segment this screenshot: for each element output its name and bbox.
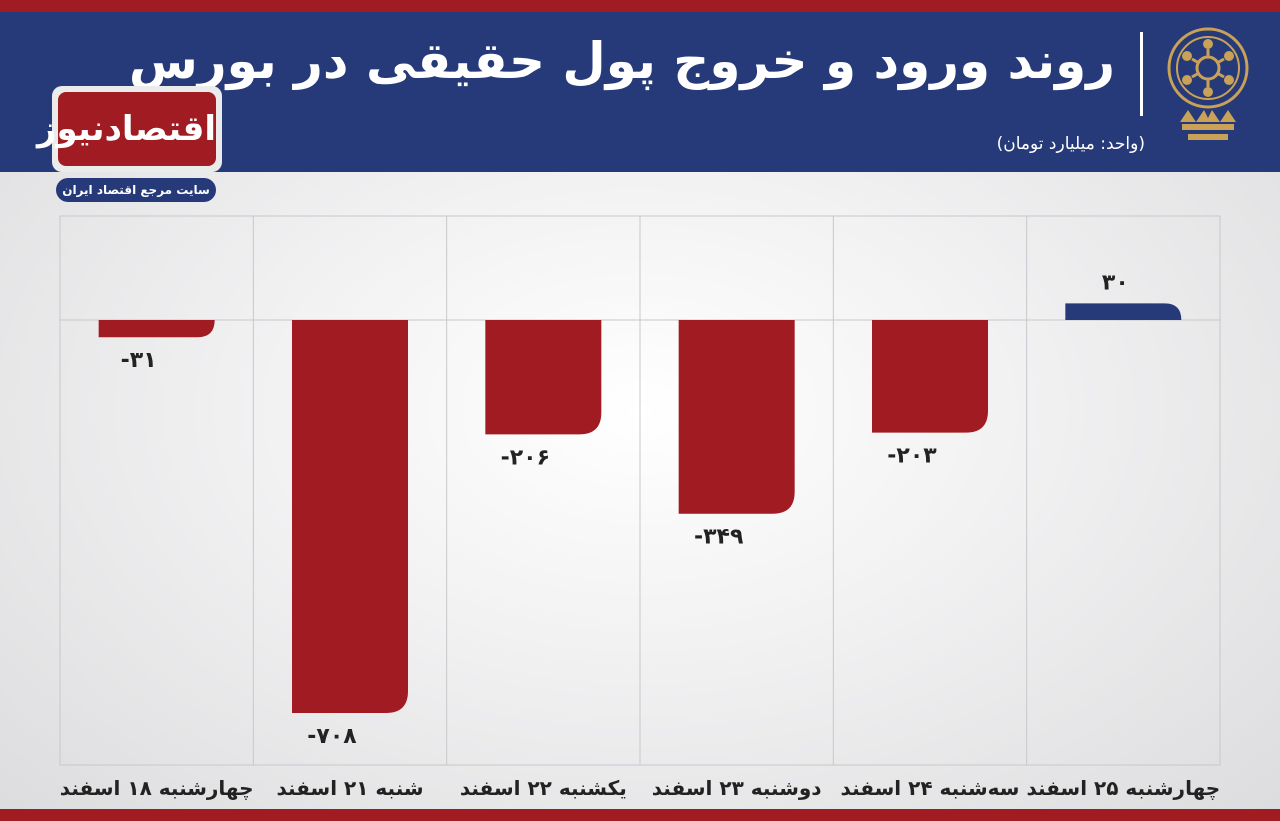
top-accent-strip xyxy=(0,0,1280,12)
data-label: -۷۰۸ xyxy=(307,724,357,749)
bar xyxy=(292,320,408,713)
brand-logo: اقتصادنیوز xyxy=(37,86,222,172)
bar xyxy=(872,320,988,433)
bar xyxy=(678,320,795,514)
x-tick-label: چهارشنبه ۲۵ اسفند xyxy=(1026,776,1220,801)
page-title: روند ورود و خروج پول حقیقی در بورس xyxy=(128,32,1115,90)
x-tick-label: یکشنبه ۲۲ اسفند xyxy=(460,776,627,800)
data-label: -۲۰۶ xyxy=(501,445,550,470)
bottom-accent-strip xyxy=(0,809,1280,821)
brand-name: اقتصادنیوز xyxy=(37,92,216,166)
x-tick-label: دوشنبه ۲۳ اسفند xyxy=(652,776,822,800)
stock-exchange-emblem-icon xyxy=(1167,27,1249,140)
bar xyxy=(98,320,215,338)
x-tick-label: چهارشنبه ۱۸ اسفند xyxy=(60,776,254,801)
unit-caption: (واحد: میلیارد تومان) xyxy=(996,134,1145,154)
data-label: -۳۴۹ xyxy=(694,525,743,550)
brand-tagline: سایت مرجع اقتصاد ایران xyxy=(56,178,216,202)
bar xyxy=(485,320,602,435)
data-label: -۳۱ xyxy=(121,348,157,373)
x-tick-label: سه‌شنبه ۲۴ اسفند xyxy=(841,776,1020,800)
bar xyxy=(1065,303,1182,320)
x-tick-label: شنبه ۲۱ اسفند xyxy=(276,776,423,800)
data-label: -۲۰۳ xyxy=(887,444,937,469)
data-label: ۳۰ xyxy=(1102,270,1129,295)
title-divider xyxy=(1140,32,1143,116)
